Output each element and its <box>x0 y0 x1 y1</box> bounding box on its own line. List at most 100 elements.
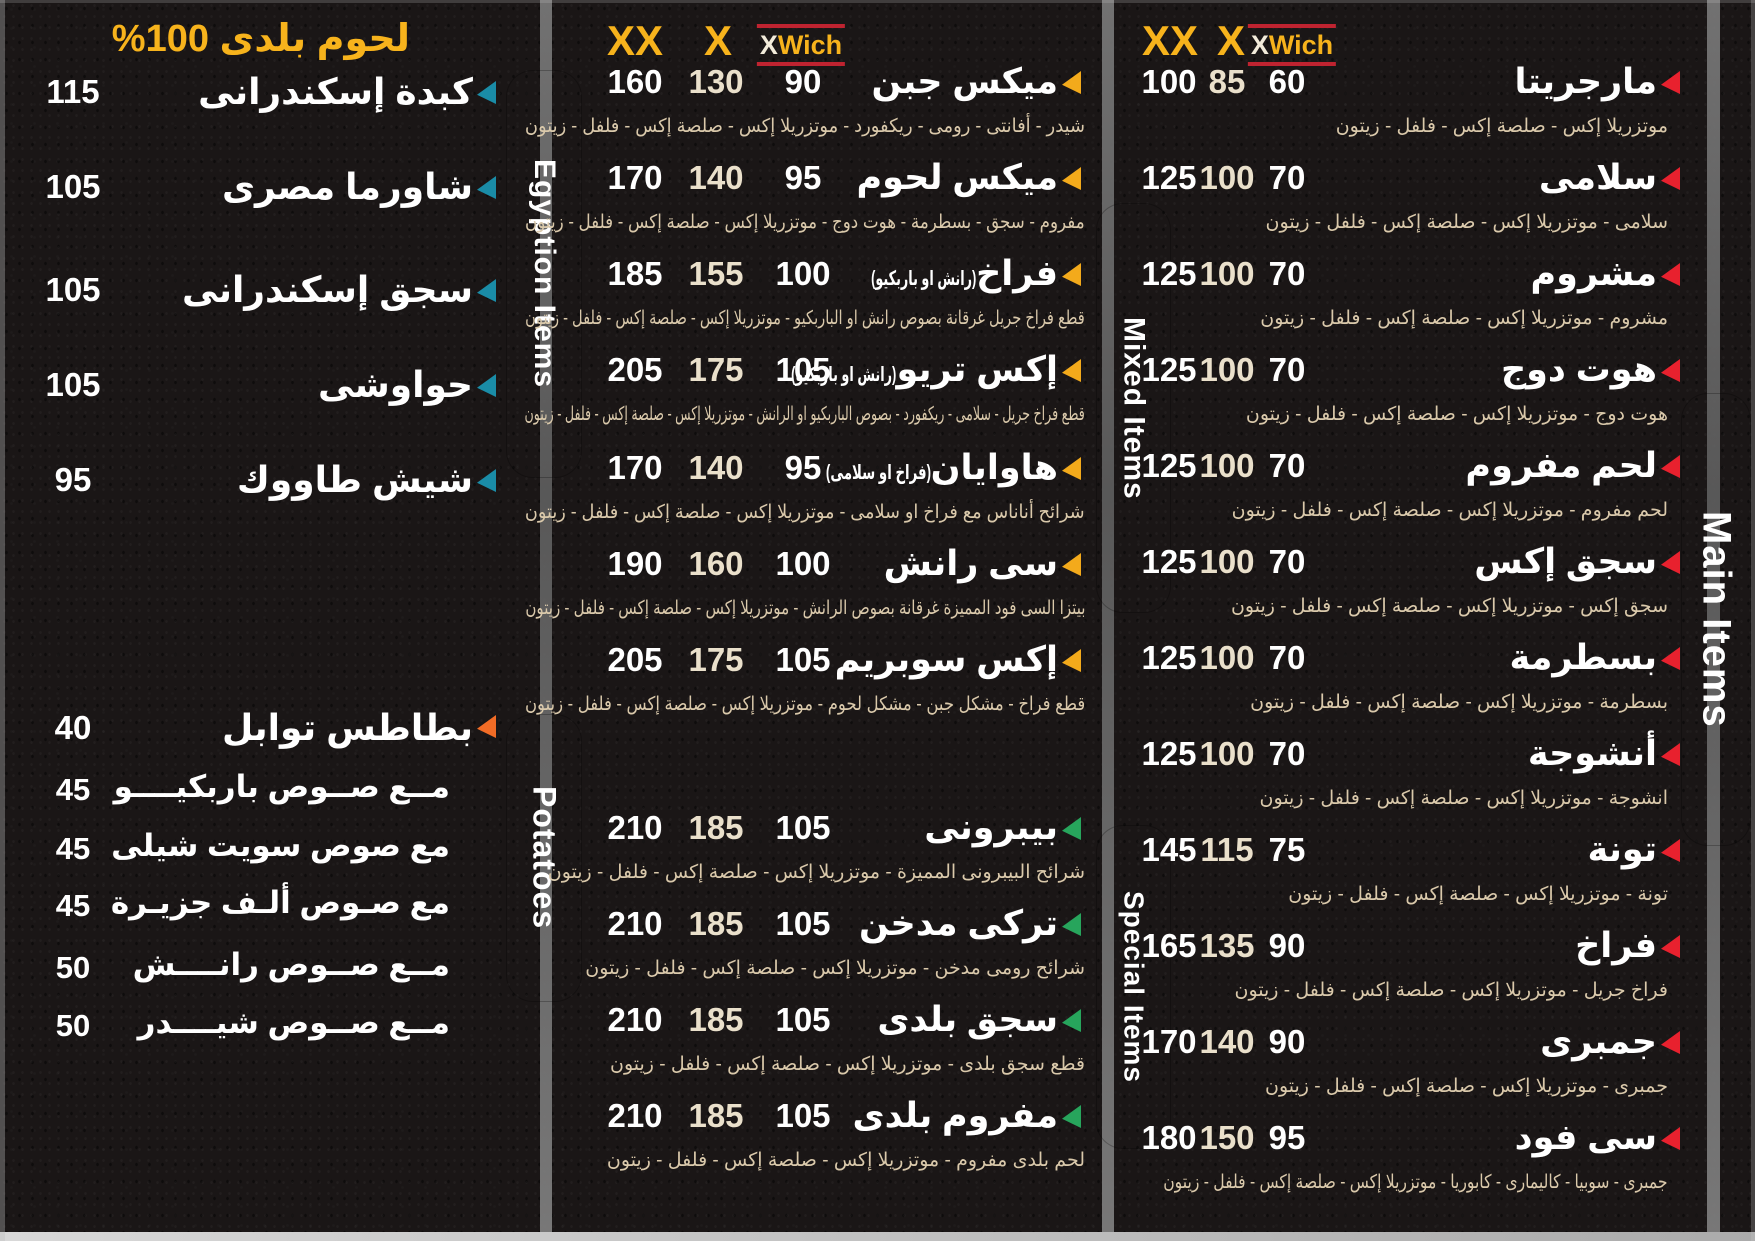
price-xx: 125 <box>1141 735 1197 772</box>
yellow-marker-icon <box>1062 649 1081 672</box>
badge-mixed-items: Mixed Items <box>1096 203 1171 613</box>
item-name-text: لحم مفروم <box>1465 446 1657 485</box>
price-x: 160 <box>688 545 744 582</box>
menu-item-row: 125 100 70 هوت دوج هوت دوج - موتزريلا إكس - … <box>0 344 1755 436</box>
item-name: سجق إسكندرانى <box>182 269 473 310</box>
item-name-text: أنشوجة <box>1527 734 1657 773</box>
price-xwich: 70 <box>1268 735 1306 772</box>
xwich-logo-middle: XWich <box>756 24 846 66</box>
column-divider-left <box>540 0 552 1241</box>
orange-marker-icon <box>477 715 496 738</box>
item-description: قطع فراخ جريل غرقانة بصوص رانش او البارب… <box>525 308 1085 329</box>
menu-item-row: 125 100 70 لحم مفروم لحم مفروم - موتزريلا إك… <box>0 440 1755 532</box>
teal-marker-icon <box>477 374 496 397</box>
item-name: هوت دوج <box>1501 344 1657 396</box>
menu-item-row: 210 185 105 تركى مدخن شرائح رومى مدخن - موتز… <box>0 898 1755 990</box>
board-left-edge <box>0 0 5 1241</box>
price-xx: 125 <box>1141 255 1197 292</box>
price-xwich: 70 <box>1268 543 1306 580</box>
item-name: كبدة إسكندرانى <box>198 71 473 112</box>
item-description: شرائح أناناس مع فراخ او سلامى - موتزريلا… <box>525 502 1085 523</box>
price-single: 45 <box>55 888 91 923</box>
item-name-text: سلامى <box>1538 158 1657 197</box>
price-single: 45 <box>55 772 91 807</box>
price-xwich: 105 <box>775 1097 831 1134</box>
item-name-text: فراخ <box>1575 926 1657 965</box>
price-x: 100 <box>1199 255 1255 292</box>
price-x: 140 <box>1199 1023 1255 1060</box>
item-description: قطع سجق بلدى - موتزريلا إكس - صلصة إكس -… <box>610 1054 1085 1075</box>
price-x: 140 <box>688 159 744 196</box>
item-name: بطاطس توابل <box>222 707 473 748</box>
menu-item-row: 205 175 105 إكس سوبريم قطع فراخ - مشكل جبن -… <box>0 634 1755 726</box>
price-x: 100 <box>1199 639 1255 676</box>
xwich-logo-x: X <box>759 30 778 60</box>
badge-potatoes: Potatoes <box>506 714 582 1002</box>
item-name-note: (فراخ او سلامى) <box>825 462 931 484</box>
item-name: هاوايان(فراخ او سلامى) <box>773 442 1058 494</box>
item-description: بيتزا السى فود المميزة غرقانة بصوص الران… <box>524 598 1085 619</box>
price-xwich: 105 <box>775 641 831 678</box>
menu-item-row: 105 شاورما مصرى <box>0 161 1755 213</box>
menu-item-row: 125 100 70 سجق إكس سجق إكس - موتزريلا إكس - … <box>0 536 1755 628</box>
price-xwich: 70 <box>1268 447 1306 484</box>
price-xx: 210 <box>607 905 663 942</box>
right-header-xx: XX <box>1141 17 1199 64</box>
price-x: 135 <box>1199 927 1255 964</box>
middle-header-x: X <box>703 17 732 64</box>
price-xx: 125 <box>1141 447 1197 484</box>
item-description: قطع فراخ - مشكل جبن - مشكل لحوم - موتزري… <box>524 694 1085 715</box>
badge-main-items: Main Items <box>1681 393 1751 846</box>
price-xx: 170 <box>607 449 663 486</box>
price-xx: 205 <box>607 641 663 678</box>
badge-egyptian-items: Egyption Items <box>506 70 582 478</box>
menu-item-row: 125 100 70 سلامى سلامى - موتزريلا إكس - صلصة… <box>0 152 1755 244</box>
price-x: 100 <box>1199 735 1255 772</box>
price-x: 185 <box>688 1097 744 1134</box>
price-xx: 190 <box>607 545 663 582</box>
item-name: ميكس جبن <box>871 56 1058 108</box>
item-name: مشروم <box>1531 248 1657 300</box>
item-name-text: سجق بلدى <box>877 1000 1058 1039</box>
price-single: 105 <box>45 366 101 403</box>
item-description: تونة - موتزريلا إكس - صلصة إكس - فلفل - … <box>1288 884 1668 905</box>
item-name: بيبرونى <box>924 802 1058 854</box>
item-name-note: (رانش او باربكيو) <box>870 268 977 290</box>
item-name-text: بيبرونى <box>924 808 1058 847</box>
item-name-text: فراخ <box>976 254 1058 293</box>
column-divider-middle <box>1102 0 1114 1241</box>
price-x: 85 <box>1208 63 1246 100</box>
price-xx: 170 <box>1141 1023 1197 1060</box>
menu-item-row: 170 140 95 هاوايان(فراخ او سلامى) شرائح أنان… <box>0 442 1755 534</box>
price-x: 185 <box>688 905 744 942</box>
xwich-logo-wich: Wich <box>1268 30 1334 60</box>
price-xx: 205 <box>607 351 663 388</box>
price-xwich: 95 <box>784 449 822 486</box>
price-xx: 125 <box>1141 159 1197 196</box>
board-bottom-edge <box>0 1232 1755 1241</box>
price-xx: 210 <box>607 809 663 846</box>
item-description: قطع فراخ جريل - سلامى - ريكفورد - بصوص ا… <box>524 404 1085 425</box>
price-single: 105 <box>45 168 101 205</box>
price-xx: 180 <box>1141 1119 1197 1156</box>
price-single: 50 <box>55 950 91 985</box>
item-name: إكس سوبريم <box>835 634 1058 686</box>
price-xx: 160 <box>607 63 663 100</box>
item-description: لحم مفروم - موتزريلا إكس - صلصة إكس - فل… <box>1231 500 1668 521</box>
menu-item-row: 50 مــع صــوص شيــــدر <box>0 999 1755 1047</box>
item-name: إكس تريو(رانش او باربكيو) <box>732 344 1058 396</box>
item-name: مفروم بلدى <box>853 1090 1059 1142</box>
item-name: ميكس لحوم <box>857 152 1058 204</box>
price-xx: 125 <box>1141 543 1197 580</box>
price-single: 45 <box>55 831 91 866</box>
teal-marker-icon <box>477 279 496 302</box>
price-xx: 100 <box>1141 63 1197 100</box>
price-x: 100 <box>1199 447 1255 484</box>
middle-header-xx: XX <box>606 17 664 64</box>
xwich-logo-right: XWich <box>1247 24 1337 66</box>
menu-item-row: 45 مــع صــوص باربكيــــو <box>0 763 1755 811</box>
price-xwich: 60 <box>1268 63 1306 100</box>
price-xwich: 70 <box>1268 351 1306 388</box>
item-name: مارجريتا <box>1514 56 1657 108</box>
item-name: سى رانش <box>884 538 1058 590</box>
